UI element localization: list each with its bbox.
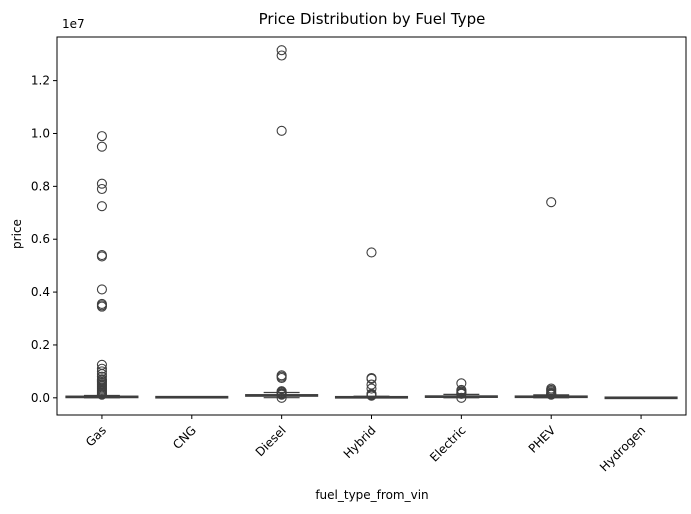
y-tick-label: 0.8 bbox=[31, 179, 50, 193]
outlier-point bbox=[276, 125, 287, 136]
outlier-point bbox=[96, 178, 107, 189]
outlier-point bbox=[366, 247, 377, 258]
y-tick-label: 1.0 bbox=[31, 126, 50, 140]
outlier-point bbox=[546, 197, 557, 208]
outlier-point bbox=[366, 390, 377, 401]
outlier-point bbox=[96, 131, 107, 142]
chart-title: Price Distribution by Fuel Type bbox=[259, 10, 486, 28]
outlier-point bbox=[96, 301, 107, 312]
outlier-point bbox=[276, 50, 287, 61]
outlier-point bbox=[96, 251, 107, 262]
y-offset-label: 1e7 bbox=[62, 17, 85, 31]
y-tick-label: 0.0 bbox=[31, 391, 50, 405]
x-tick-label: Gas bbox=[83, 423, 109, 449]
outlier-point bbox=[96, 363, 107, 374]
outlier-point bbox=[546, 389, 557, 400]
x-axis-label: fuel_type_from_vin bbox=[315, 488, 428, 502]
x-tick-label: CNG bbox=[170, 423, 199, 452]
outlier-point bbox=[366, 383, 377, 394]
x-tick-label: Diesel bbox=[253, 423, 289, 459]
outlier-point bbox=[276, 45, 287, 56]
outlier-point bbox=[456, 388, 467, 399]
outlier-point bbox=[96, 141, 107, 152]
plot-area: 0.0 0.2 0.4 0.6 0.8 1.0 1.2 Gas CNG Diesel Hybrid E… bbox=[31, 45, 678, 474]
x-tick-label: Hybrid bbox=[341, 423, 379, 461]
outlier-point bbox=[96, 183, 107, 195]
outlier-point bbox=[96, 389, 107, 400]
outlier-point bbox=[276, 392, 287, 403]
outlier-point bbox=[276, 389, 287, 400]
outlier-point bbox=[456, 392, 467, 403]
y-tick-label: 0.2 bbox=[31, 338, 50, 352]
outlier-point bbox=[366, 373, 377, 384]
x-tick-label: Hydrogen bbox=[597, 423, 648, 474]
outlier-point bbox=[96, 201, 107, 212]
y-tick-label: 1.2 bbox=[31, 74, 50, 88]
y-tick-label: 0.6 bbox=[31, 232, 50, 246]
x-tick-label: PHEV bbox=[526, 423, 559, 456]
x-tick-label: Electric bbox=[427, 423, 468, 464]
outlier-point bbox=[96, 284, 107, 295]
plot-frame bbox=[56, 36, 687, 416]
y-axis-label: price bbox=[10, 219, 24, 249]
outlier-point bbox=[276, 372, 287, 384]
y-tick-label: 0.4 bbox=[31, 285, 50, 299]
